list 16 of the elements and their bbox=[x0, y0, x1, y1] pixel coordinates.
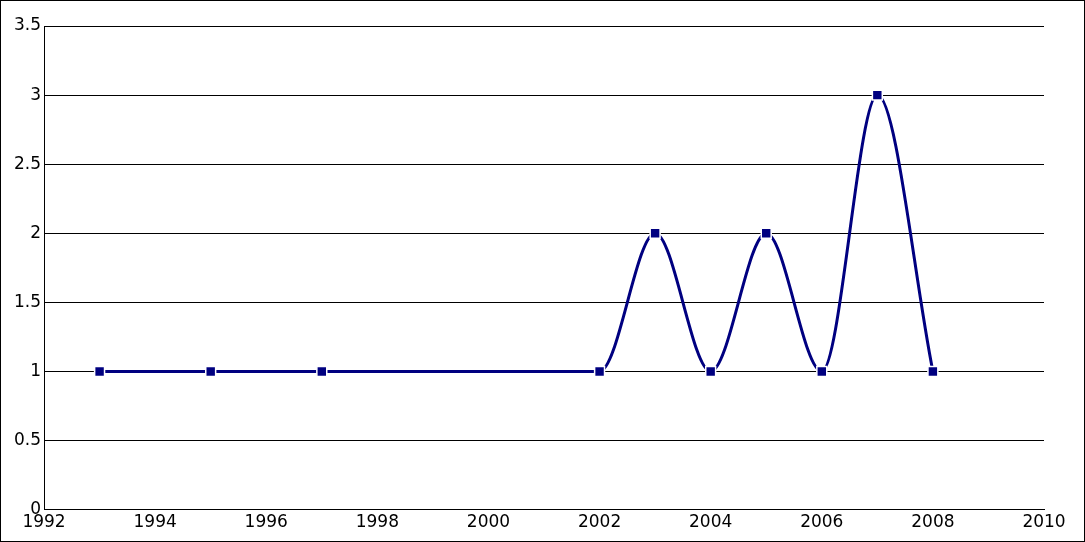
y-tick-label: 3 bbox=[30, 83, 42, 104]
y-tick-label: 1 bbox=[30, 359, 42, 380]
x-tick-label: 1994 bbox=[133, 511, 177, 532]
x-tick-label: 2000 bbox=[466, 511, 511, 532]
x-tick-label: 2004 bbox=[689, 511, 733, 532]
x-tick-label: 2010 bbox=[1022, 511, 1066, 532]
x-tick-label: 2002 bbox=[577, 511, 622, 532]
x-tick-label: 2006 bbox=[800, 511, 844, 532]
y-tick-label: 2.5 bbox=[13, 152, 42, 173]
x-tick-label: 2008 bbox=[911, 511, 955, 532]
x-tick-label: 1998 bbox=[355, 511, 399, 532]
y-tick-label: 0.5 bbox=[13, 428, 42, 449]
y-tick-label: 1.5 bbox=[13, 290, 42, 311]
y-tick-label: 2 bbox=[30, 221, 42, 242]
y-tick-label: 3.5 bbox=[13, 14, 42, 35]
x-tick-label: 1996 bbox=[244, 511, 288, 532]
